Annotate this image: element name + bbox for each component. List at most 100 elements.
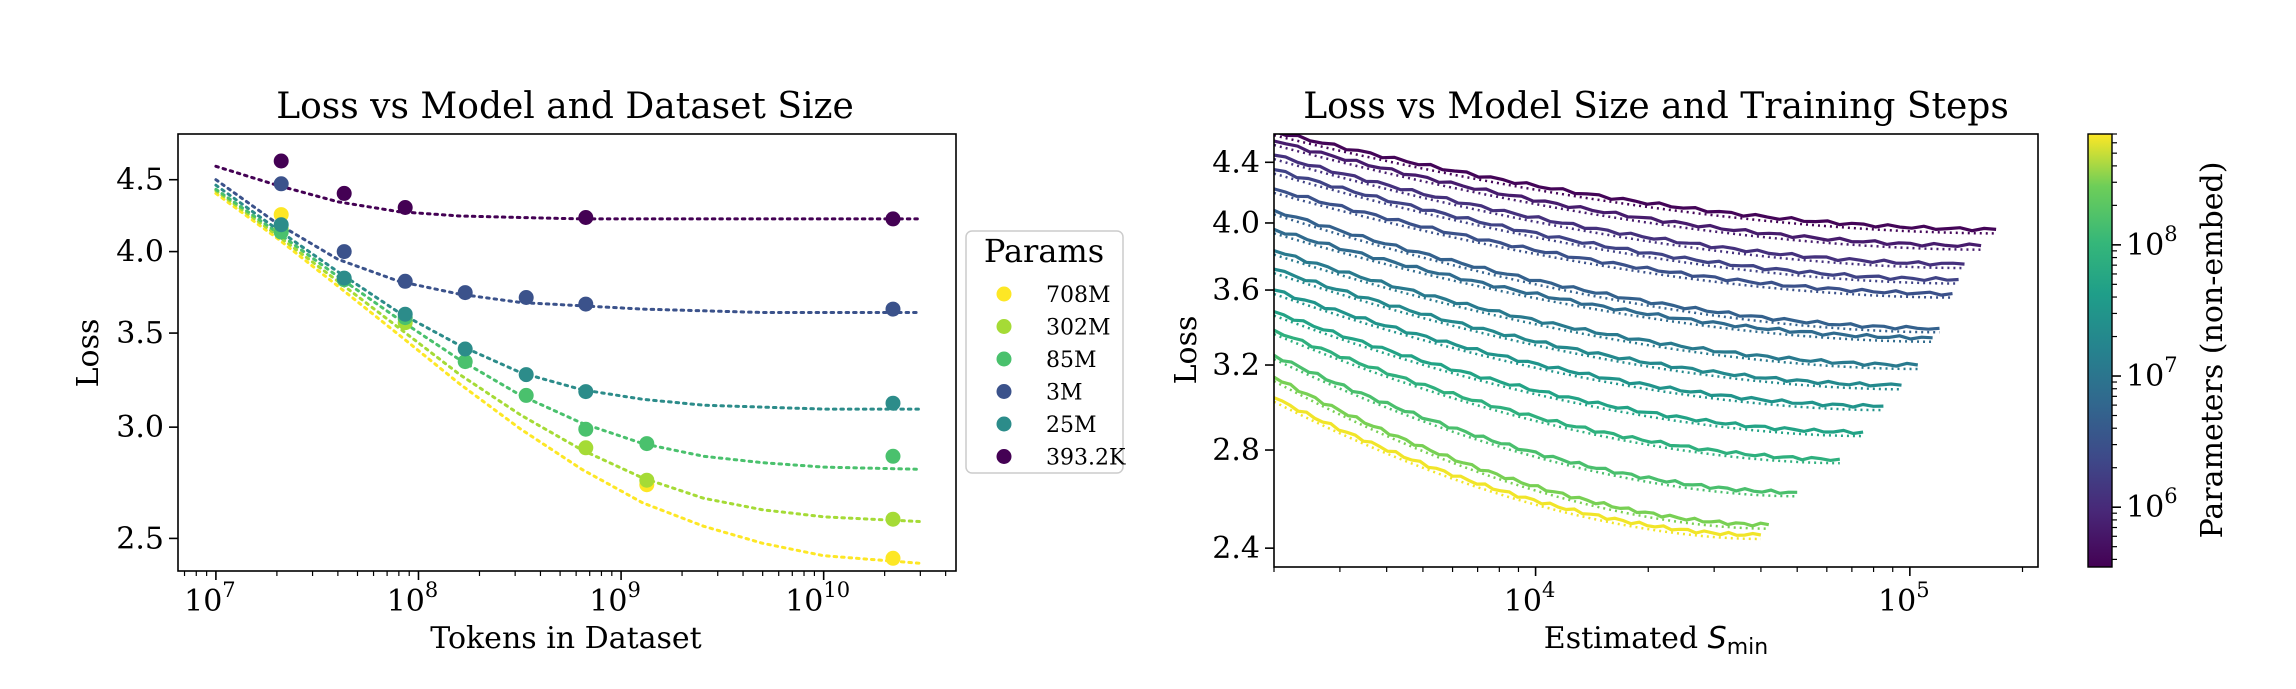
point-25m-2 [397, 306, 413, 322]
fit-curve-12 [1274, 358, 1798, 498]
point-393-2k-4 [885, 211, 901, 227]
fit-line-393-2k [214, 164, 922, 221]
point-393-2k-3 [578, 210, 594, 225]
loss-curve-11 [1274, 328, 1841, 463]
point-85m-3 [457, 354, 473, 370]
left-y-tick-label: 3.0 [116, 410, 164, 445]
loss-curve-6 [1274, 227, 1933, 341]
right-y-axis-label: Loss [1169, 316, 1204, 385]
legend-marker-708m [996, 286, 1012, 302]
right-x-tick-label: 105 [1878, 578, 1930, 619]
legend-marker-302m [996, 319, 1012, 334]
legend-marker-85m [996, 351, 1012, 367]
right-x-tick-label: 104 [1504, 578, 1556, 619]
right-plot-frame [1273, 133, 2039, 568]
point-25m-5 [578, 384, 594, 400]
colorbar: 106 107 108 Parameters (non-embed) [2087, 133, 2230, 568]
right-y-tick-label: 4.0 [1212, 206, 1260, 241]
fit-curve-1 [1274, 143, 1982, 251]
colorbar-tick-label: 108 [2126, 222, 2178, 263]
fit-curve-9 [1274, 292, 1884, 412]
point-3m-5 [578, 296, 594, 312]
point-302m-3 [639, 472, 655, 488]
point-25m-4 [518, 367, 534, 383]
legend-marker-3m [996, 384, 1012, 399]
fit-curve-5 [1274, 213, 1940, 334]
legend-label: 3M [1046, 381, 1083, 406]
point-3m-1 [336, 244, 352, 260]
point-85m-7 [885, 448, 901, 464]
point-85m-4 [518, 387, 534, 403]
legend-marker-393-2k [996, 449, 1012, 464]
fit-line-25m [214, 183, 922, 411]
left-x-tick-label: 108 [387, 578, 439, 619]
loss-curve-0 [1277, 134, 1997, 233]
left-y-tick-label: 4.5 [116, 163, 164, 198]
legend-label: 393.2K [1046, 446, 1126, 471]
fit-curve-0 [1274, 134, 1997, 235]
loss-curve-1 [1274, 139, 1982, 249]
point-393-2k-0 [273, 153, 289, 169]
fit-curve-8 [1274, 272, 1902, 391]
loss-curve-8 [1274, 267, 1902, 388]
left-y-tick-label: 2.5 [116, 521, 164, 556]
fit-curve-6 [1274, 232, 1933, 344]
colorbar-gradient [2087, 133, 2113, 568]
point-393-2k-1 [336, 185, 352, 201]
point-3m-4 [518, 290, 534, 305]
fit-curve-3 [1274, 172, 1959, 285]
left-y-axis-label: Loss [71, 319, 106, 388]
left-plot-frame [177, 133, 957, 572]
left-x-tick-label: 1010 [785, 578, 850, 619]
right-y-tick-label: 4.4 [1212, 145, 1260, 180]
legend: Params 708M 302M 85M 3M 25M 393.2K [965, 230, 1126, 474]
loss-curve-3 [1274, 168, 1959, 283]
fit-line-3m [214, 178, 922, 314]
right-x-axis-label: Estimated Smin [1544, 621, 1768, 660]
point-3m-3 [457, 285, 473, 301]
point-25m-3 [457, 341, 473, 357]
loss-curve-13 [1274, 375, 1770, 528]
legend-label: 302M [1046, 316, 1111, 341]
left-x-axis-label: Tokens in Dataset [430, 621, 701, 656]
left-y-tick-label: 4.0 [116, 235, 164, 270]
legend-label: 708M [1046, 283, 1111, 308]
point-708m-2 [885, 550, 901, 566]
left-chart: Loss vs Model and Dataset Size 107 108 109… [71, 86, 957, 656]
point-393-2k-2 [397, 200, 413, 215]
point-302m-4 [885, 511, 901, 527]
left-chart-title: Loss vs Model and Dataset Size [276, 86, 854, 127]
legend-marker-25m [996, 416, 1012, 432]
left-x-tick-label: 107 [184, 578, 236, 619]
left-y-tick-label: 3.5 [116, 316, 164, 351]
loss-curve-10 [1274, 310, 1864, 436]
right-chart: Loss vs Model Size and Training Steps 10… [1169, 86, 2039, 660]
legend-label: 85M [1046, 348, 1097, 373]
point-25m-0 [273, 217, 289, 233]
point-25m-6 [885, 395, 901, 411]
colorbar-tick-label: 107 [2126, 353, 2178, 394]
left-x-tick-label: 109 [589, 578, 641, 619]
fit-line-85m [214, 187, 922, 471]
right-y-tick-label: 3.2 [1212, 348, 1260, 383]
colorbar-label: Parameters (non-embed) [2195, 162, 2230, 539]
fit-line-708m [214, 191, 922, 565]
fit-curve-10 [1274, 314, 1864, 438]
loss-curve-2 [1274, 153, 1965, 267]
point-85m-6 [639, 436, 655, 452]
fit-curve-13 [1274, 379, 1769, 530]
fit-curve-2 [1274, 157, 1965, 270]
colorbar-tick-label: 106 [2126, 484, 2178, 525]
point-302m-2 [578, 440, 594, 456]
point-3m-2 [397, 273, 413, 289]
point-3m-0 [273, 176, 289, 192]
point-85m-5 [578, 421, 594, 437]
point-25m-1 [336, 270, 352, 286]
right-y-tick-label: 2.4 [1212, 531, 1260, 566]
loss-curve-5 [1274, 208, 1940, 331]
point-3m-6 [885, 301, 901, 317]
loss-curve-4 [1274, 187, 1953, 297]
loss-curve-9 [1274, 288, 1884, 409]
loss-curve-14 [1274, 396, 1762, 537]
